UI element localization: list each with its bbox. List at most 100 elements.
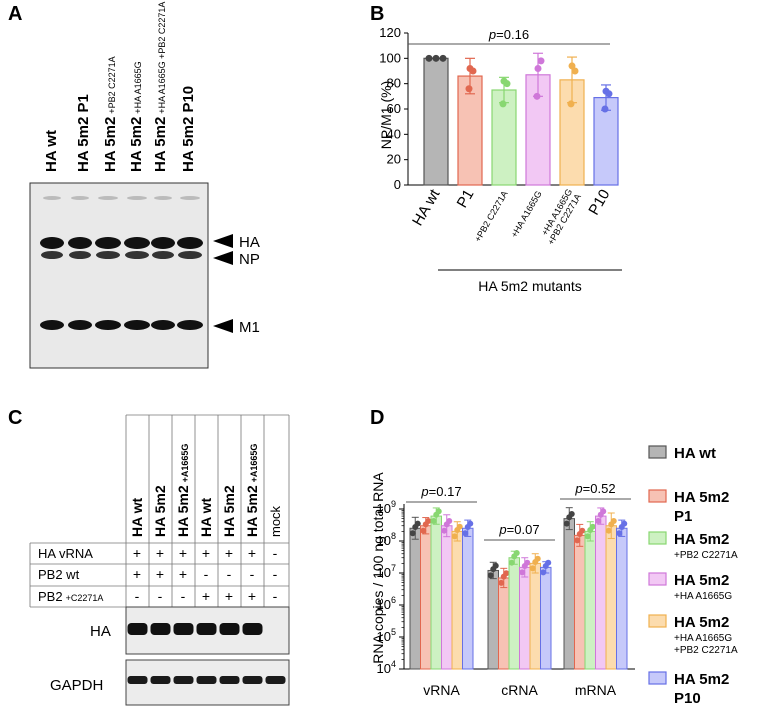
band-m1 [68,320,92,330]
c-cell: + [248,545,256,561]
d-point [487,572,494,579]
d-point [529,565,536,572]
d-legend-label: HA 5m2 [674,614,729,631]
b-group-label: HA 5m2 mutants [478,278,582,294]
d-point [519,569,526,576]
gapdh-band [242,676,263,684]
d-bar [451,530,463,670]
band-m1 [177,320,203,330]
d-tick-label: 105 [377,627,396,644]
d-legend-label: HA 5m2 [674,489,729,506]
band-label-np: NP [239,251,260,268]
d-point [563,520,570,527]
b-point [568,62,576,70]
band-m1 [151,320,175,330]
d-legend-label: HA 5m2 [674,671,729,688]
c-cell: - [250,566,255,582]
d-bar [605,525,617,670]
band-np [69,251,91,259]
d-point [467,520,474,527]
d-point [568,510,575,517]
d-bar [508,557,520,670]
c-column-header: mock [268,505,283,537]
d-point [589,523,596,530]
d-bar [430,515,442,670]
c-cell: - [273,588,278,604]
blot-label-gapdh: GAPDH [50,677,103,694]
b-point [432,54,440,62]
c-row-label: HA vRNA [38,546,93,561]
b-point [601,105,609,113]
ha-band [219,623,240,635]
b-tick-label: 60 [387,101,401,116]
b-tick-label: 0 [394,177,401,192]
d-pvalue: p=0.17 [420,484,461,499]
panel-letter-d: D [370,407,385,429]
d-bar [462,527,474,670]
d-bar [529,562,541,670]
d-bar [409,527,421,670]
panel-b-chart: NP/M1 (%) 0 20 40 60 80 100 120 HA wt P1+PB2 C2… [378,25,622,294]
c-column-header: HA 5m2+A1665G [175,444,191,537]
d-point [579,527,586,534]
d-bar [498,577,510,670]
b-point [425,54,433,62]
d-point [508,559,515,566]
d-point [420,527,427,534]
d-point [414,520,421,527]
band-m1 [124,320,150,330]
b-point [571,67,579,75]
c-cell: + [202,588,210,604]
d-legend-sub: +HA A1665G [674,591,732,602]
d-bar [595,515,607,670]
blot-label-ha: HA [90,623,111,640]
d-point [545,559,552,566]
band-faint [154,196,172,200]
d-x-tick-label: cRNA [501,682,538,698]
panel-d-chart: RNA copies / 100 ng total RNA 104 105 106 1… [370,445,738,707]
d-point [540,569,547,576]
d-legend-label: HA 5m2 [674,572,729,589]
c-cell: + [202,545,210,561]
c-column-header: HA 5m2+A1665G [244,444,260,537]
arrow-np-icon [213,251,233,265]
band-ha [124,237,150,249]
ha-band [127,623,148,635]
d-legend-sub: +HA A1665G [674,633,732,644]
b-point [503,80,511,88]
d-point [600,508,607,515]
c-column-header: HA wt [129,498,145,537]
d-point [430,518,437,525]
band-faint [127,196,147,200]
panel-letter-a: A [8,3,23,25]
blot-membrane [29,182,209,369]
b-pvalue: p=0.16 [488,27,529,42]
panel-c: HA wt HA 5m2 HA 5m2+A1665G HA wt HA 5m2 HA 5m… [29,414,290,706]
band-ha [68,237,92,249]
b-point [537,57,545,65]
b-tick-label: 120 [379,25,401,40]
band-np [178,251,202,259]
b-y-axis-label: NP/M1 (%) [378,81,394,149]
band-label-m1: M1 [239,319,260,336]
gapdh-band [196,676,217,684]
c-cell: + [133,545,141,561]
d-point [524,559,531,566]
b-tick-label: 40 [387,126,401,141]
b-point [605,90,613,98]
d-bar [519,566,531,670]
c-cell: + [225,588,233,604]
d-legend-swatch [648,671,667,685]
b-point [469,67,477,75]
band-faint [43,196,61,200]
c-cell: - [204,566,209,582]
d-point [610,518,617,525]
arrow-ha-icon [213,234,233,248]
ha-band [242,623,263,635]
d-legend-label: HA wt [674,445,716,462]
c-cell: - [158,588,163,604]
d-point [513,550,520,557]
ha-band [173,623,194,635]
b-point [439,54,447,62]
d-point [534,555,541,562]
